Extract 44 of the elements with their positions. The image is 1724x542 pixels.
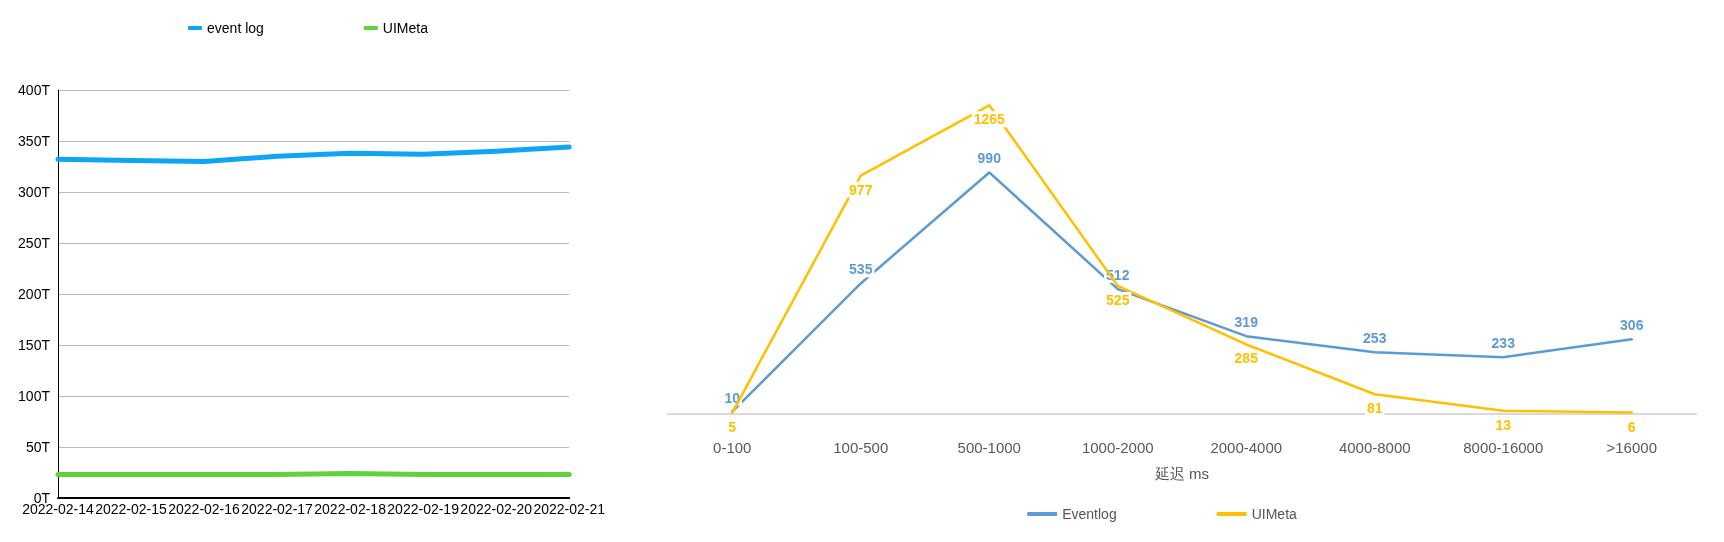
data-label: 285 [1234,350,1259,367]
x-tick-label: 2022-02-17 [241,501,314,517]
y-tick-label: 0T [33,490,51,506]
y-tick-label: 250T [18,235,51,251]
data-label: 319 [1234,314,1259,331]
legend-label: UIMeta [382,20,429,36]
legend-label: UIMeta [1251,506,1298,522]
x-axis-title: 延迟 ms [1153,465,1210,482]
legend-label: event log [207,20,264,36]
x-tick-label: 100-500 [833,439,889,456]
legend-label: Eventlog [1062,506,1117,522]
data-label: 977 [849,181,873,198]
x-tick-label: 0-100 [713,439,752,456]
x-tick-label: 2022-02-16 [168,501,241,517]
data-label: 990 [977,150,1002,167]
x-tick-label: 2022-02-18 [314,501,387,517]
data-label: 81 [1366,400,1383,417]
data-label: 233 [1491,335,1516,352]
x-tick-label: 1000-2000 [1081,439,1154,456]
data-label: 13 [1495,416,1512,433]
data-label: 6 [1627,418,1636,435]
y-tick-label: 200T [18,286,51,302]
x-tick-label: 500-1000 [957,439,1021,456]
y-tick-label: 150T [18,337,51,353]
x-tick-label: 2022-02-15 [95,501,168,517]
y-tick-label: 100T [18,388,51,404]
data-label: 253 [1363,330,1387,347]
x-tick-label: 8000-16000 [1463,439,1544,456]
y-tick-label: 400T [18,82,51,98]
data-label: 10 [724,389,741,406]
x-tick-label: 2022-02-21 [533,501,606,517]
x-tick-label: 4000-8000 [1338,439,1411,456]
x-tick-label: >16000 [1606,439,1657,456]
data-label: 5 [728,418,737,435]
x-tick-label: 2022-02-20 [460,501,533,517]
data-label: 535 [849,261,873,278]
y-tick-label: 300T [18,184,51,200]
y-tick-label: 50T [25,439,51,455]
data-label: 1265 [973,111,1006,128]
x-tick-label: 2000-4000 [1210,439,1283,456]
x-tick-label: 2022-02-19 [387,501,460,517]
data-label: 306 [1620,317,1644,334]
data-label: 525 [1106,291,1130,308]
y-tick-label: 350T [18,133,51,149]
